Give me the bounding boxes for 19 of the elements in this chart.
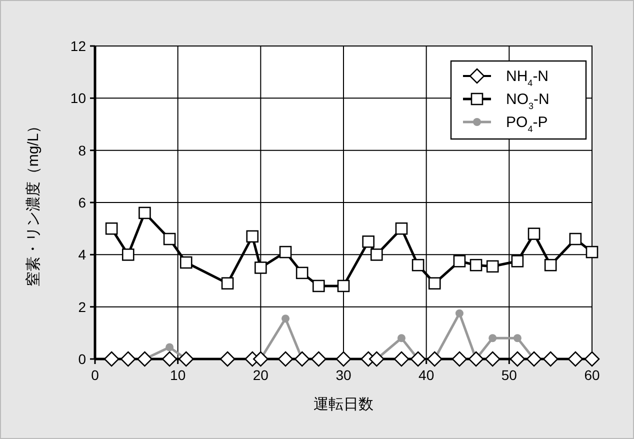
x-tick-label: 40 — [418, 367, 434, 383]
y-tick-label: 0 — [78, 351, 86, 367]
legend-label: NO$_{3}$-N — [506, 91, 550, 111]
y-tick-label: 6 — [78, 194, 86, 210]
x-tick-label: 0 — [91, 367, 100, 383]
x-tick-label: 20 — [252, 367, 269, 383]
x-tick-label: 30 — [336, 367, 352, 383]
y-tick-label: 4 — [78, 246, 86, 263]
x-axis-title: 運転日数 — [314, 396, 374, 413]
x-tick-label: 50 — [501, 367, 518, 383]
y-tick-label: 10 — [70, 90, 86, 106]
y-axis-title: 窒素・リン濃度（mg/L） — [25, 118, 42, 287]
x-tick-label: 10 — [170, 367, 186, 383]
legend-label: NH$_{4}$-N — [506, 68, 549, 88]
y-tick-label: 2 — [78, 298, 86, 315]
legend-label: PO$_{4}$-P — [506, 114, 548, 134]
x-tick-label: 60 — [584, 367, 600, 383]
y-tick-label: 8 — [78, 142, 86, 158]
y-tick-label: 12 — [70, 38, 86, 54]
